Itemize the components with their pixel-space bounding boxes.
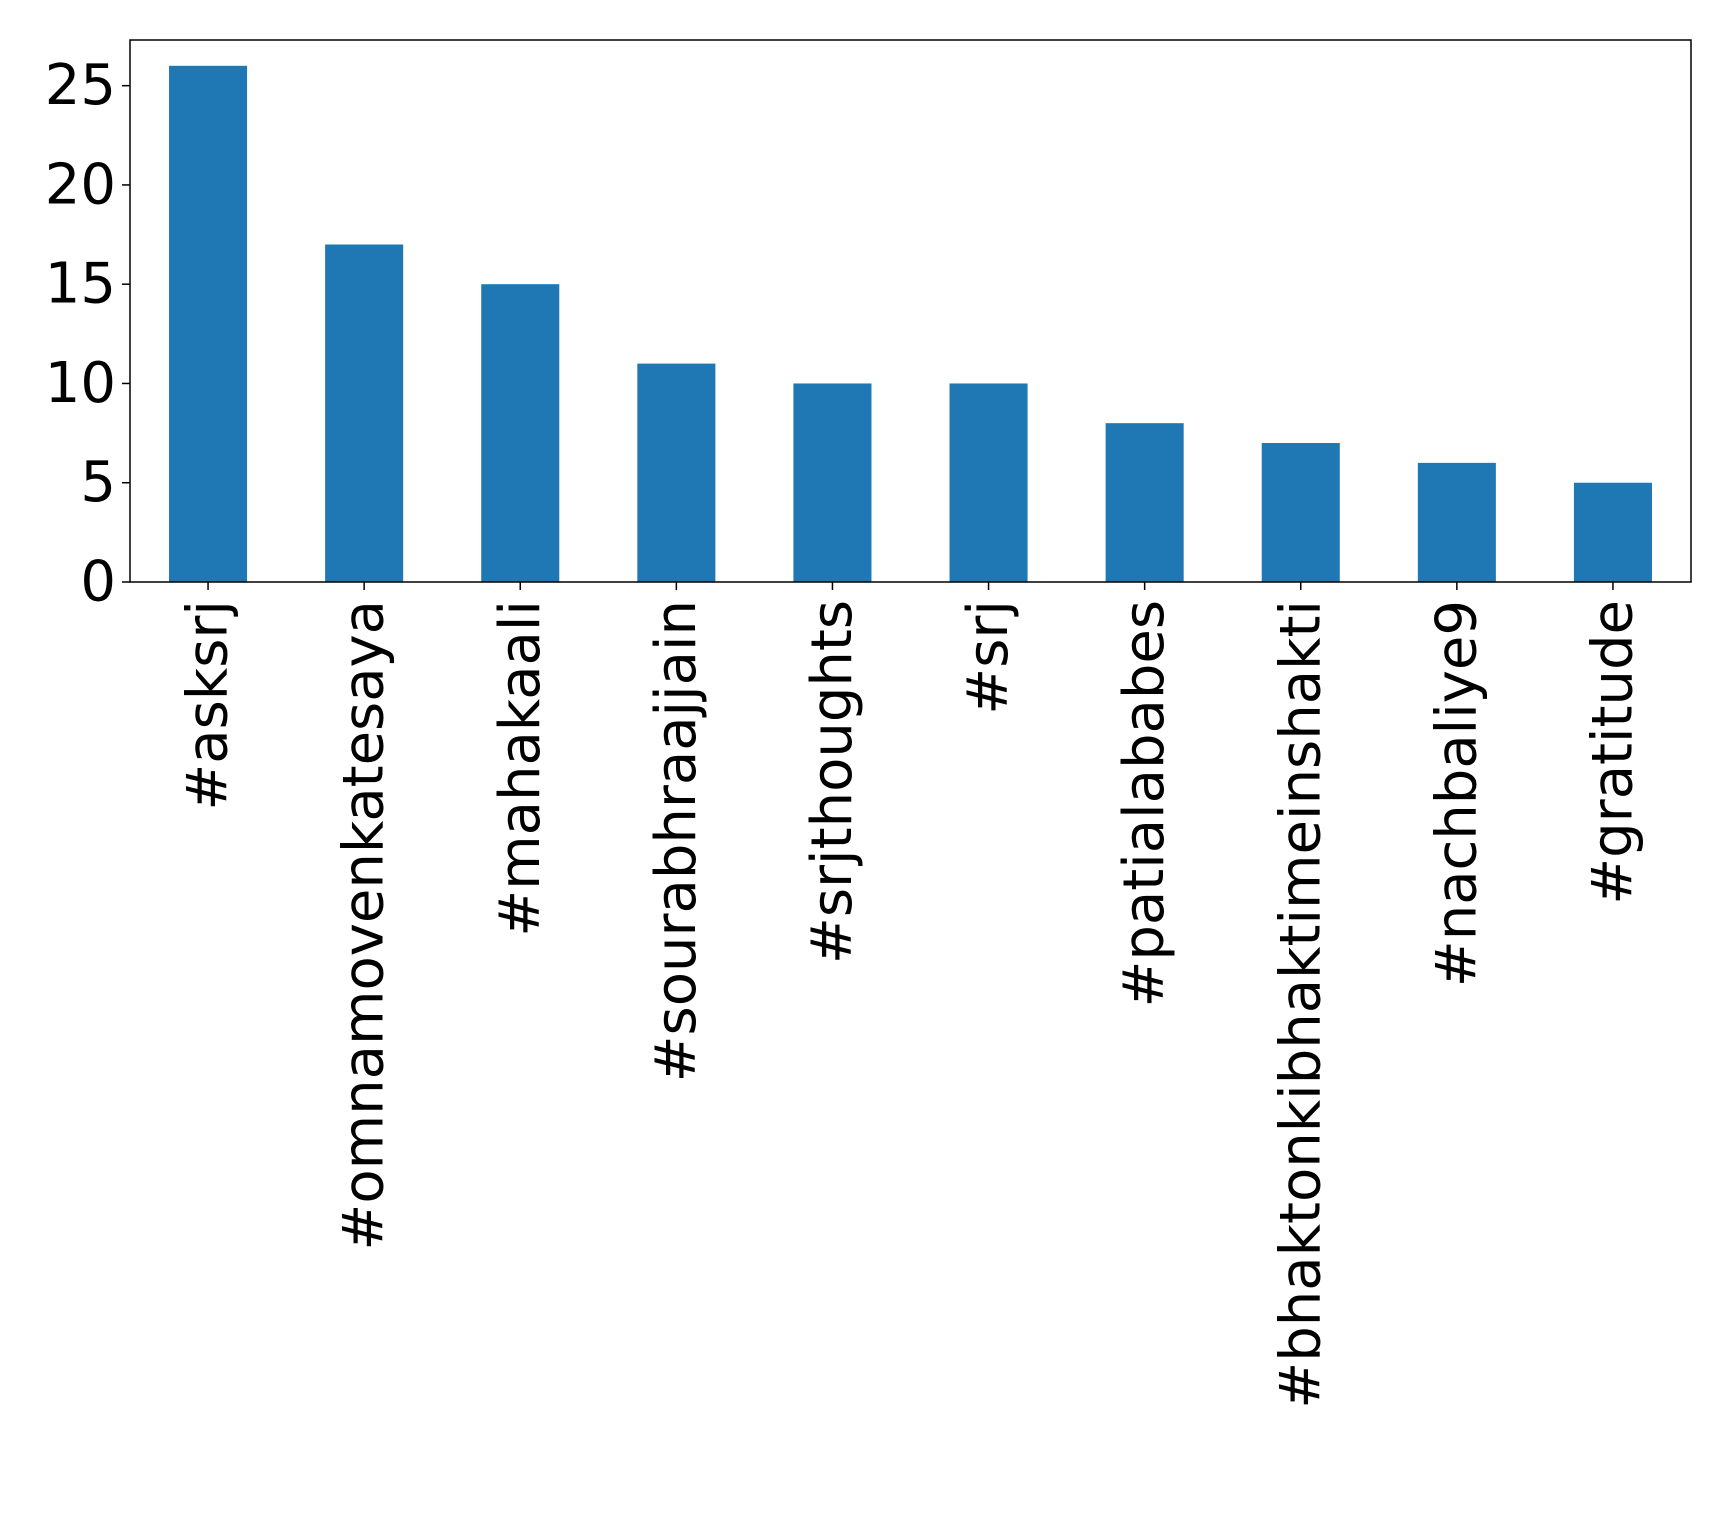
- y-tick-label: 20: [45, 152, 116, 217]
- bar: [325, 244, 404, 582]
- x-tick-label: #srjthoughts: [800, 600, 865, 964]
- bar: [481, 284, 560, 582]
- x-tick-label: #asksrj: [176, 600, 241, 811]
- x-tick-label: #sourabhraajjain: [644, 600, 709, 1082]
- bar: [1105, 423, 1184, 582]
- x-tick-label: #patialababes: [1112, 600, 1177, 1008]
- x-tick-label: #mahakaali: [488, 600, 553, 937]
- x-tick-label: #nachbaliye9: [1424, 600, 1489, 987]
- bar: [1573, 482, 1652, 582]
- x-tick-label: #gratitude: [1580, 600, 1645, 905]
- y-tick-label: 25: [45, 53, 116, 118]
- bar: [793, 383, 872, 582]
- bar: [637, 363, 716, 582]
- plot-area-frame: [129, 39, 1692, 583]
- y-axis: 0 5 10 15 20 25: [45, 53, 130, 615]
- x-tick-label: #bhaktonkibhaktimeinshakti: [1268, 600, 1333, 1409]
- y-tick-label: 10: [45, 351, 116, 416]
- x-axis: #asksrj #omnamovenkatesaya #mahakaali #sour…: [176, 582, 1645, 1409]
- x-tick-label: #srj: [956, 600, 1021, 715]
- bar: [1417, 462, 1496, 582]
- y-tick-label: 15: [45, 252, 116, 317]
- x-tick-label: #omnamovenkatesaya: [332, 600, 397, 1251]
- bar: [949, 383, 1028, 582]
- bar: [1261, 443, 1340, 582]
- y-tick-label: 0: [80, 550, 116, 615]
- bar: [169, 65, 248, 583]
- bars-group: [169, 65, 1652, 583]
- y-tick-label: 5: [80, 450, 116, 515]
